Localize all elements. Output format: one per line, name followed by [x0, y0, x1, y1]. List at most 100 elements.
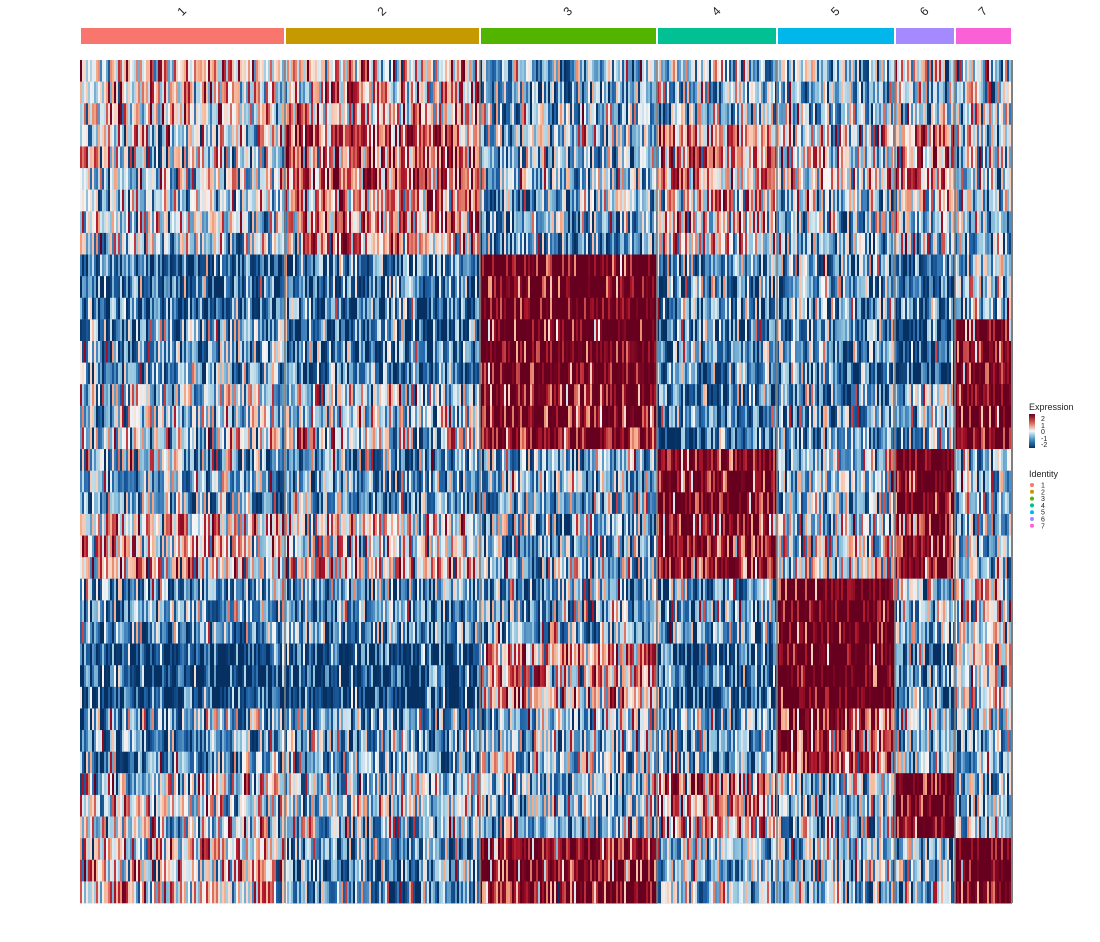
heatmap-cell	[248, 189, 250, 212]
heatmap-cell	[198, 881, 200, 904]
heatmap-cell	[319, 189, 321, 212]
heatmap-cell	[190, 211, 192, 234]
heatmap-cell	[214, 535, 216, 558]
heatmap-cell	[417, 81, 419, 104]
heatmap-cell	[447, 211, 449, 234]
heatmap-cell	[435, 211, 437, 234]
heatmap-cell	[311, 211, 313, 234]
heatmap-cell	[415, 168, 417, 190]
heatmap-cell	[266, 751, 268, 774]
heatmap-cell	[475, 189, 477, 212]
heatmap-cell	[196, 578, 198, 601]
heatmap-cell	[214, 622, 216, 644]
heatmap-cell	[365, 124, 367, 147]
heatmap-cell	[154, 405, 156, 428]
heatmap-cell	[228, 211, 230, 234]
heatmap-cell	[349, 189, 351, 212]
heatmap-cell	[192, 751, 194, 774]
heatmap-cell	[138, 449, 140, 471]
heatmap-cell	[323, 81, 325, 104]
heatmap-cell	[152, 578, 154, 601]
heatmap-cell	[92, 449, 94, 471]
heatmap-cell	[154, 297, 156, 320]
heatmap-cell	[156, 794, 158, 817]
heatmap-cell	[160, 81, 162, 104]
heatmap-cell	[162, 449, 164, 471]
heatmap-cell	[293, 254, 295, 277]
heatmap-cell	[202, 600, 204, 623]
heatmap-cell	[114, 276, 116, 299]
heatmap-cell	[208, 449, 210, 471]
heatmap-cell	[118, 557, 120, 580]
heatmap-cell	[124, 189, 126, 212]
heatmap-cell	[262, 513, 264, 536]
heatmap-cell	[108, 297, 110, 320]
heatmap-cell	[228, 168, 230, 190]
heatmap-cell	[204, 384, 206, 407]
heatmap-cell	[236, 341, 238, 363]
heatmap-cell	[431, 189, 433, 212]
heatmap-cell	[140, 449, 142, 471]
heatmap-cell	[146, 492, 148, 515]
heatmap-cell	[240, 665, 242, 688]
heatmap-cell	[228, 449, 230, 471]
heatmap-cell	[192, 838, 194, 861]
heatmap-cell	[250, 384, 252, 407]
heatmap-cell	[198, 189, 200, 212]
heatmap-cell	[140, 578, 142, 601]
heatmap-cell	[331, 103, 333, 126]
heatmap-cell	[160, 470, 162, 493]
heatmap-cell	[252, 578, 254, 601]
heatmap-cell	[214, 470, 216, 493]
heatmap-cell	[86, 60, 88, 82]
heatmap-cell	[122, 362, 124, 385]
heatmap-cell	[327, 254, 329, 277]
heatmap-cell	[134, 449, 136, 471]
heatmap-cell	[224, 211, 226, 234]
heatmap-cell	[266, 773, 268, 796]
heatmap-cell	[208, 643, 210, 666]
heatmap-cell	[411, 168, 413, 190]
heatmap-cell	[100, 730, 102, 752]
heatmap-cell	[98, 470, 100, 493]
heatmap-cell	[437, 60, 439, 82]
heatmap-cell	[200, 232, 202, 255]
heatmap-cell	[373, 168, 375, 190]
heatmap-cell	[234, 276, 236, 299]
heatmap-cell	[210, 838, 212, 861]
heatmap-cell	[431, 146, 433, 169]
heatmap-cell	[463, 103, 465, 126]
heatmap-cell	[465, 146, 467, 169]
heatmap-cell	[393, 81, 395, 104]
heatmap-cell	[136, 60, 138, 82]
heatmap-cell	[264, 622, 266, 644]
heatmap-cell	[86, 751, 88, 774]
heatmap-cell	[148, 816, 150, 839]
heatmap-cell	[272, 449, 274, 471]
heatmap-cell	[256, 384, 258, 407]
heatmap-cell	[100, 362, 102, 385]
heatmap-cell	[240, 341, 242, 363]
heatmap-cell	[120, 297, 122, 320]
heatmap-cell	[423, 232, 425, 255]
heatmap-cell	[140, 773, 142, 796]
heatmap-cell	[244, 81, 246, 104]
heatmap-cell	[291, 297, 293, 320]
heatmap-cell	[116, 146, 118, 169]
heatmap-cell	[411, 146, 413, 169]
heatmap-cell	[282, 427, 284, 450]
heatmap-cell	[278, 232, 280, 255]
heatmap-cell	[208, 81, 210, 104]
heatmap-cell	[433, 232, 435, 255]
heatmap-cell	[194, 816, 196, 839]
heatmap-cell	[98, 60, 100, 82]
heatmap-cell	[274, 405, 276, 428]
heatmap-cell	[174, 276, 176, 299]
heatmap-cell	[303, 168, 305, 190]
heatmap-cell	[104, 686, 106, 709]
heatmap-cell	[276, 578, 278, 601]
heatmap-cell	[172, 557, 174, 580]
heatmap-cell	[230, 232, 232, 255]
heatmap-cell	[152, 492, 154, 515]
heatmap-cell	[82, 297, 84, 320]
